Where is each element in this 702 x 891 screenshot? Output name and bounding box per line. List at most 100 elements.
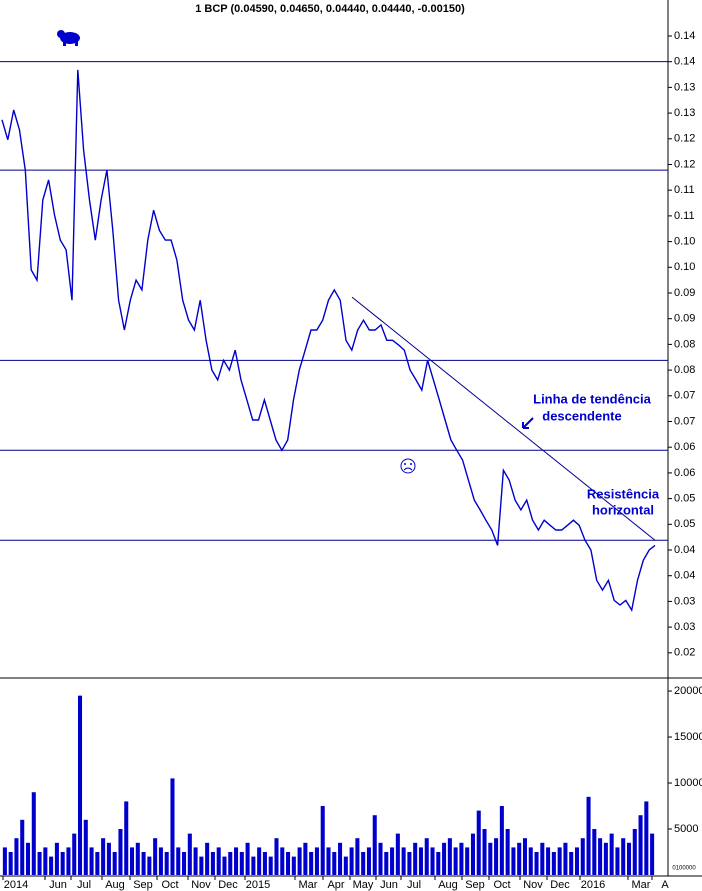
volume-bar <box>112 852 117 875</box>
y-tick-label: 0.08 <box>674 338 695 350</box>
volume-bar <box>83 819 88 875</box>
volume-bar <box>401 847 406 875</box>
volume-bar <box>499 806 504 875</box>
x-tick-label: Aug <box>105 879 125 891</box>
volume-bar <box>164 852 169 875</box>
x-tick-label: Oct <box>493 879 510 891</box>
y-tick-label: 0.14 <box>674 56 695 68</box>
volume-bar <box>257 847 262 875</box>
trend-line <box>351 296 656 541</box>
volume-bar <box>598 838 603 875</box>
y-tick-label: 0.05 <box>674 518 695 530</box>
volume-bar <box>251 856 256 875</box>
annotation: Linha de tendência <box>533 391 652 406</box>
x-tick-label: Jun <box>380 879 398 891</box>
volume-bar <box>626 842 632 875</box>
volume-bar <box>245 842 250 875</box>
volume-bar <box>378 842 383 875</box>
volume-bar <box>488 842 493 875</box>
volume-bar <box>482 829 487 875</box>
volume-bar <box>338 842 343 875</box>
x-tick-label: Nov <box>191 879 211 891</box>
volume-bar <box>580 838 585 875</box>
volume-bar <box>43 847 48 875</box>
volume-bar <box>14 838 19 875</box>
volume-bar <box>476 810 481 875</box>
volume-bar <box>89 847 94 875</box>
x-tick-label: Jun <box>49 879 67 891</box>
volume-bar <box>586 796 591 875</box>
volume-bar <box>517 842 522 875</box>
volume-bar <box>118 829 123 875</box>
y-tick-label: 0.03 <box>674 621 695 633</box>
volume-bar <box>505 829 510 875</box>
volume-bar <box>54 842 59 875</box>
volume-bar <box>210 852 215 875</box>
volume-bar <box>361 852 366 875</box>
annotation: Resistência <box>587 486 660 501</box>
y-tick-label: 0.07 <box>674 415 695 427</box>
volume-bar <box>343 856 348 875</box>
volume-bar <box>135 842 140 875</box>
x-tick-label: Aug <box>438 879 458 891</box>
volume-bar <box>268 856 273 875</box>
volume-bar <box>124 801 129 875</box>
volume-bar <box>234 847 239 875</box>
y-tick-label: 0.04 <box>674 544 695 556</box>
y-tick-label: 0.10 <box>674 235 695 247</box>
volume-bar <box>563 842 568 875</box>
bear-icon <box>57 30 80 46</box>
y-tick-label: 0.06 <box>674 467 695 479</box>
volume-bar <box>187 833 192 875</box>
x-tick-label: May <box>353 879 374 891</box>
volume-bar <box>638 815 643 875</box>
volume-bar <box>176 847 181 875</box>
y-tick-label: 0.14 <box>674 30 695 42</box>
volume-bar <box>453 847 458 875</box>
volume-bar <box>309 852 314 875</box>
volume-bar <box>592 829 597 875</box>
volume-bar <box>465 847 470 875</box>
volume-bar <box>366 847 371 875</box>
y-tick-label: 0.05 <box>674 493 695 505</box>
volume-bar <box>326 847 331 875</box>
y-tick-label: 0.12 <box>674 133 695 145</box>
volume-bar <box>395 833 400 875</box>
x-tick-label: Oct <box>161 879 178 891</box>
volume-bar <box>297 847 302 875</box>
volume-bar <box>546 847 551 875</box>
y-tick-label: 0.08 <box>674 364 695 376</box>
y-tick-label: 0.03 <box>674 595 695 607</box>
volume-bar <box>101 838 106 875</box>
x-tick-label: Jul <box>407 879 421 891</box>
annotation: descendente <box>542 408 621 423</box>
volume-bar <box>216 847 221 875</box>
volume-bar <box>291 856 296 875</box>
volume-bar <box>384 852 389 875</box>
volume-bar <box>603 842 608 875</box>
annotation-arrow <box>522 417 534 429</box>
volume-bar <box>199 856 204 875</box>
volume-bar <box>37 852 42 875</box>
y-tick-label: 0.09 <box>674 287 695 299</box>
volume-bar <box>141 852 146 875</box>
volume-bar <box>31 792 36 875</box>
y-tick-label: 0.06 <box>674 441 695 453</box>
volume-bar <box>522 838 528 875</box>
y-tick-label: 0.13 <box>674 107 695 119</box>
volume-bar <box>60 852 65 875</box>
volume-bar <box>205 842 210 875</box>
y-tick-label: 0.09 <box>674 313 695 325</box>
volume-bar <box>228 852 233 875</box>
x-tick-label: Sep <box>133 879 153 891</box>
volume-bar <box>129 847 135 875</box>
volume-bar <box>430 847 435 875</box>
y-tick-label: 0.10 <box>674 261 695 273</box>
volume-bar <box>355 838 360 875</box>
volume-bar <box>534 852 539 875</box>
volume-bar <box>494 838 499 875</box>
x-tick-label: Dec <box>550 879 570 891</box>
volume-scale-label: 0100000 <box>672 866 696 872</box>
x-tick-label: Sep <box>465 879 485 891</box>
